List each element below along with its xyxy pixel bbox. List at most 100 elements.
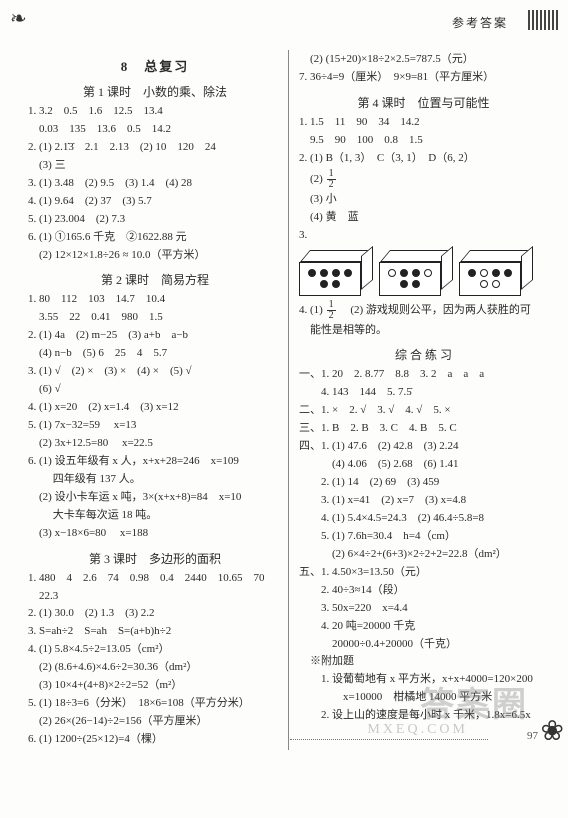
text-line: (2) (8.6+4.6)×4.6÷2=30.36（dm²）	[28, 660, 282, 676]
text-line: (3) x−18×6=80 x=188	[28, 526, 282, 542]
text-fragment: (2) 游戏规则公平，因为两人获胜的可	[339, 304, 531, 316]
text-line: 2. 40÷3≈14（段）	[299, 583, 548, 599]
text-line: 三、1. B 2. B 3. C 4. B 5. C	[299, 421, 548, 437]
text-line: 3. (1) 3.48 (2) 9.5 (3) 1.4 (4) 28	[28, 176, 282, 192]
dot-icon	[424, 269, 432, 277]
dot-icon	[332, 269, 340, 277]
dot-icon	[332, 280, 340, 288]
text-line: 5. (1) 7x−32=59 x=13	[28, 418, 282, 434]
lesson4-title: 第 4 课时 位置与可能性	[299, 94, 548, 111]
text-line: 2. 设上山的速度是每小时 x 千米，1.8x=6.5x	[299, 708, 548, 724]
footer-dots-icon	[290, 739, 488, 740]
header-bars-icon	[528, 10, 558, 30]
text-line: 4. (1) 9.64 (2) 37 (3) 5.7	[28, 194, 282, 210]
header-label: 参考答案	[452, 14, 508, 31]
text-line: 4. 143 144 5. 7.5̇	[299, 385, 548, 401]
fraction-one-half: 12	[327, 300, 336, 321]
dot-icon	[320, 269, 328, 277]
left-column: 8 总复习 第 1 课时 小数的乘、除法 1. 3.2 0.5 1.6 12.5…	[28, 50, 288, 750]
text-line: 9.5 90 100 0.8 1.5	[299, 133, 548, 149]
text-line: 2. (1) 30.0 (2) 1.3 (3) 2.2	[28, 606, 282, 622]
dot-icon	[412, 269, 420, 277]
text-line: (2) 3x+12.5=80 x=22.5	[28, 436, 282, 452]
dice-block	[379, 250, 453, 296]
text-line: 6. (1) 设五年级有 x 人，x+x+28=246 x=109	[28, 454, 282, 470]
text-line: (6) √	[28, 382, 282, 398]
text-line: 1. 480 4 2.6 74 0.98 0.4 2440 10.65 70	[28, 571, 282, 587]
comprehensive-title: 综 合 练 习	[299, 346, 548, 363]
text-line: 四年级有 137 人。	[28, 472, 282, 488]
text-line: 6. (1) 1200÷(25×12)=4（棵）	[28, 732, 282, 748]
columns: 8 总复习 第 1 课时 小数的乘、除法 1. 3.2 0.5 1.6 12.5…	[28, 50, 548, 750]
text-line: (2) 12×12×1.8÷26 ≈ 10.0（平方米）	[28, 248, 282, 264]
text-line: 1. 3.2 0.5 1.6 12.5 13.4	[28, 104, 282, 120]
text-line: 能性是相等的。	[299, 323, 548, 339]
text-line: 4. 20 吨=20000 千克	[299, 619, 548, 635]
dice-blocks	[299, 250, 548, 296]
dice-block	[459, 250, 533, 296]
text-line: (4) 黄 蓝	[299, 210, 548, 226]
text-line: 5. (1) 7.6h=30.4 h=4（cm）	[299, 529, 548, 545]
lesson1-title: 第 1 课时 小数的乘、除法	[28, 83, 282, 100]
right-column: (2) (15+20)×18÷2×2.5=787.5（元） 7. 36÷4=9（…	[288, 50, 548, 750]
text-line: 3. S=ah÷2 S=ah S=(a+b)h÷2	[28, 624, 282, 640]
text-line: 0.03 135 13.6 0.5 14.2	[28, 122, 282, 138]
text-line: 20000÷0.4+20000（千克）	[299, 637, 548, 653]
dot-icon	[400, 280, 408, 288]
text-line: 4. (1) 5.8×4.5÷2=13.05（cm²）	[28, 642, 282, 658]
text-line: (2) 6×4÷2+(6+3)×2÷2+2=22.8（dm²）	[299, 547, 548, 563]
text-line: x=10000 柑橘地 14000 平方米	[299, 690, 548, 706]
text-line: 2. (1) 2.1̇3̇ 2.1 2.13 (2) 10 120 24	[28, 140, 282, 156]
page-root: ❧ 参考答案 8 总复习 第 1 课时 小数的乘、除法 1. 3.2 0.5 1…	[0, 0, 568, 750]
text-line: 4. (1) 12 (2) 游戏规则公平，因为两人获胜的可	[299, 300, 548, 321]
text-line: 一、1. 20 2. 8.77 8.8 3. 2 a a a	[299, 367, 548, 383]
text-line: (2) 12	[299, 169, 548, 190]
text-line: (2) 26×(26−14)÷2=156（平方厘米）	[28, 714, 282, 730]
page-number: 97	[527, 730, 538, 742]
text-line: 3. (1) x=41 (2) x=7 (3) x=4.8	[299, 493, 548, 509]
dot-icon	[344, 269, 352, 277]
text-line: 4. (1) x=20 (2) x=1.4 (3) x=12	[28, 400, 282, 416]
dot-icon	[492, 269, 500, 277]
text-fragment: 4. (1)	[299, 304, 326, 316]
text-line: (3) 三	[28, 158, 282, 174]
dot-icon	[480, 269, 488, 277]
text-line: (2) (15+20)×18÷2×2.5=787.5（元）	[299, 52, 548, 68]
text-line: 22.3	[28, 589, 282, 605]
text-line: 2. (1) 4a (2) m−25 (3) a+b a−b	[28, 328, 282, 344]
text-line: 2. (1) 14 (2) 69 (3) 459	[299, 475, 548, 491]
text-line: 1. 设葡萄地有 x 平方米，x+x+4000=120×200	[299, 672, 548, 688]
text-line: 1. 80 112 103 14.7 10.4	[28, 292, 282, 308]
text-line: 5. (1) 23.004 (2) 7.3	[28, 212, 282, 228]
q3-label: 3.	[299, 228, 548, 244]
dot-icon	[504, 269, 512, 277]
text-line: 3.55 22 0.41 980 1.5	[28, 310, 282, 326]
text-line: 大卡车每次运 18 吨。	[28, 508, 282, 524]
text-line: ※附加题	[299, 654, 548, 670]
text-line: 1. 1.5 11 90 34 14.2	[299, 115, 548, 131]
text-line: 3. 50x=220 x=4.4	[299, 601, 548, 617]
text-line: (3) 小	[299, 192, 548, 208]
top-leaf-icon: ❧	[10, 6, 27, 31]
lesson2-title: 第 2 课时 简易方程	[28, 271, 282, 288]
text-line: (4) n−b (5) 6 25 4 5.7	[28, 346, 282, 362]
dot-icon	[388, 269, 396, 277]
dot-icon	[320, 280, 328, 288]
dot-icon	[308, 269, 316, 277]
text-line: (2) 设小卡车运 x 吨，3×(x+x+8)=84 x=10	[28, 490, 282, 506]
unit-title: 8 总复习	[28, 56, 282, 75]
dot-icon	[468, 269, 476, 277]
fraction-one-half: 12	[327, 169, 336, 190]
text-line: 四、1. (1) 47.6 (2) 42.8 (3) 2.24	[299, 439, 548, 455]
text-line: 二、1. × 2. √ 3. √ 4. √ 5. ×	[299, 403, 548, 419]
text-line: 4. (1) 5.4×4.5=24.3 (2) 46.4÷5.8=8	[299, 511, 548, 527]
text-line: (4) 4.06 (5) 2.68 (6) 1.41	[299, 457, 548, 473]
text-line: 五、1. 4.50×3=13.50（元）	[299, 565, 548, 581]
corner-flower-icon: ❀	[541, 714, 564, 748]
text-line: (3) 10×4+(4+8)×2÷2=52（m²）	[28, 678, 282, 694]
dot-icon	[400, 269, 408, 277]
text-fragment: (2)	[299, 173, 326, 185]
text-line: 6. (1) ①165.6 千克 ②1622.88 元	[28, 230, 282, 246]
dice-block	[299, 250, 373, 296]
text-line: 3. (1) √ (2) × (3) × (4) × (5) √	[28, 364, 282, 380]
